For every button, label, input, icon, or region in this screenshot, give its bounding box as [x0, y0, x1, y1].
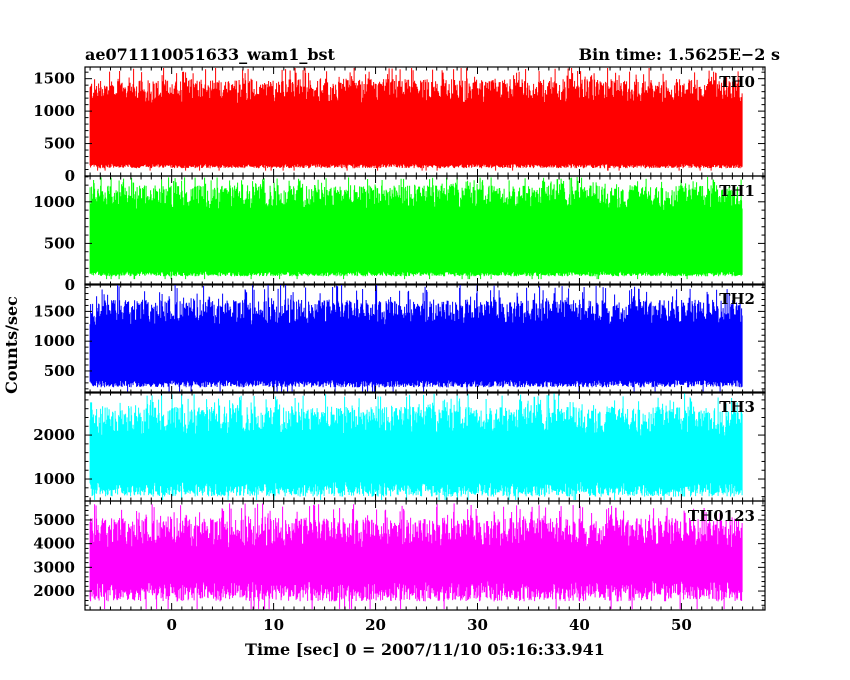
- chart-title: ae071110051633_wam1_bst: [85, 45, 336, 64]
- y-tick-label: 500: [44, 362, 75, 380]
- y-tick-label: 1000: [33, 470, 75, 488]
- x-tick-label: 10: [263, 616, 284, 634]
- x-tick-label: 30: [467, 616, 488, 634]
- panel-label: TH1: [719, 182, 755, 200]
- series-th0: [89, 68, 743, 171]
- y-tick-label: 2000: [33, 426, 75, 444]
- y-tick-label: 4000: [33, 535, 75, 553]
- y-tick-label: 1000: [33, 332, 75, 350]
- y-tick-label: 1500: [33, 70, 75, 88]
- y-tick-label: 2000: [33, 582, 75, 600]
- series-th0123: [89, 503, 743, 609]
- panel-th3: 1000 2000 TH3: [33, 391, 766, 502]
- series-th2: [89, 285, 743, 392]
- y-tick-label: 1000: [33, 193, 75, 211]
- x-tick-label: 40: [569, 616, 590, 634]
- y-tick-label: 1000: [33, 102, 75, 120]
- panel-label: TH3: [719, 398, 755, 416]
- panel-label: TH0: [719, 73, 755, 91]
- panel-th0: 0 500 1000 1500 TH0: [33, 66, 766, 185]
- x-tick-label: 0: [166, 616, 176, 634]
- y-tick-label: 500: [44, 234, 75, 252]
- panel-th1: 0 500 1000 TH1: [33, 175, 766, 294]
- y-tick-label: 0: [65, 167, 75, 185]
- y-tick-label: 3000: [33, 558, 75, 576]
- y-axis-label: Counts/sec: [2, 296, 21, 394]
- panel-label: TH2: [719, 290, 755, 308]
- panel-th2: 500 1000 1500 TH2: [33, 283, 766, 394]
- y-tick-label: 5000: [33, 511, 75, 529]
- panel-frame: [84, 175, 766, 286]
- x-tick-label: 20: [365, 616, 386, 634]
- series-th3: [89, 393, 743, 500]
- panel-frame: [84, 500, 766, 611]
- panel-label: TH0123: [688, 507, 755, 525]
- y-tick-label: 500: [44, 135, 75, 153]
- y-tick-label: 0: [65, 276, 75, 294]
- y-tick-label: 1500: [33, 302, 75, 320]
- panel-frame: [84, 283, 766, 394]
- bin-time-label: Bin time: 1.5625E−2 s: [579, 45, 780, 64]
- x-tick-label: 50: [671, 616, 692, 634]
- series-th1: [89, 177, 743, 280]
- panel-th0123: 2000 3000 4000 5000 TH0123: [33, 500, 766, 611]
- x-axis-label: Time [sec] 0 = 2007/11/10 05:16:33.941: [245, 640, 605, 659]
